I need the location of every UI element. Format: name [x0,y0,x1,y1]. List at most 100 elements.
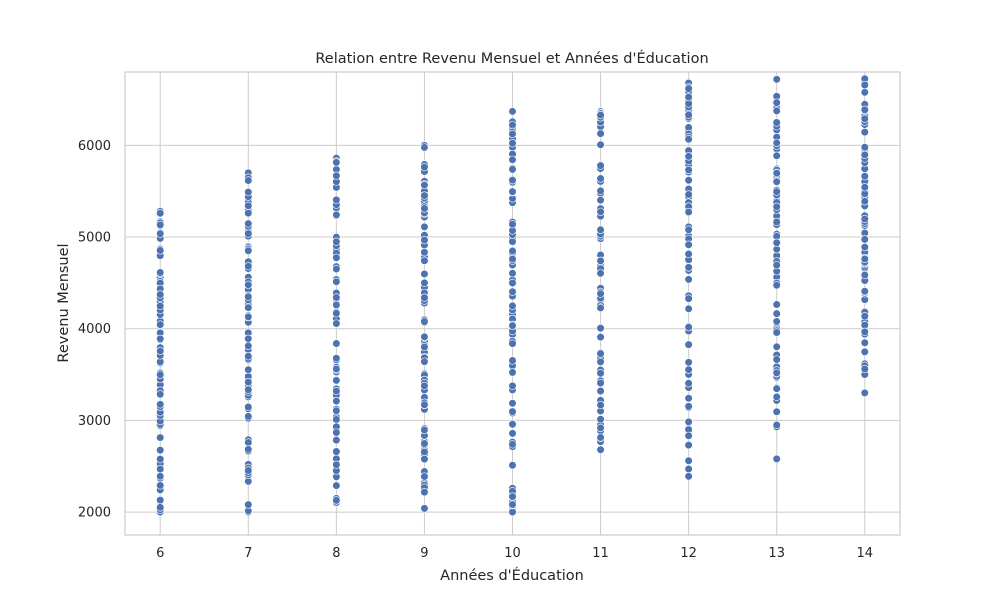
data-point [772,392,781,402]
data-point [332,460,341,469]
data-point [860,105,869,114]
data-point [244,209,253,218]
data-point [244,438,253,447]
data-point [860,235,869,244]
data-point [420,278,429,288]
data-point [332,481,341,490]
data-point [420,425,429,435]
x-tick-label: 14 [856,546,873,561]
data-point [772,202,781,211]
data-point [244,292,253,301]
data-point [332,387,341,396]
data-point [420,293,429,302]
data-point [596,445,605,454]
data-point [332,364,341,374]
data-point [156,503,165,512]
data-point [420,191,429,200]
data-point [508,492,517,501]
data-point [156,301,165,311]
data-point [772,384,781,393]
data-point [772,138,781,148]
data-point [772,75,781,84]
data-point [860,80,869,90]
data-point [244,500,253,509]
x-tick-labels: 6 7 8 9 10 11 12 13 14 [156,546,873,561]
x-axis-label: Années d'Éducation [440,567,584,584]
data-point [508,246,517,256]
data-point [772,187,781,196]
data-point [596,324,605,333]
data-point [156,481,165,490]
data-point [244,312,253,321]
data-point [244,201,253,210]
data-point [420,236,429,245]
data-point [244,466,253,475]
data-point [244,229,253,238]
data-point [860,254,869,264]
data-point [508,420,517,429]
data-point [156,346,165,356]
data-point [860,172,869,181]
data-point [596,415,605,424]
data-point [420,455,429,464]
data-point [420,143,429,152]
data-point [156,390,165,399]
data-point [596,110,605,120]
data-point [332,415,341,424]
data-point [332,436,341,445]
data-point [244,378,253,387]
data-point [684,294,693,303]
data-point [508,237,517,246]
data-point [244,303,253,312]
data-point [508,429,517,438]
data-point [244,219,253,228]
y-tick-labels: 2000 3000 4000 5000 6000 [78,139,111,521]
data-point [684,190,693,199]
data-point [508,278,517,288]
data-point [684,93,693,102]
data-point [420,488,429,497]
data-point [596,433,605,442]
data-point [772,368,781,378]
y-axis-label: Revenu Mensuel [56,243,72,362]
data-point [508,165,517,174]
data-point [508,176,517,185]
data-point [860,388,869,397]
data-point [244,385,253,394]
y-tick-label: 6000 [78,139,111,154]
data-point [684,135,693,144]
data-point [596,225,605,234]
data-point [156,370,165,379]
data-point [508,301,517,310]
data-point [772,309,781,318]
data-points [156,74,869,517]
data-point [244,334,253,343]
data-point [508,461,517,470]
data-point [244,187,253,197]
data-point [420,448,429,457]
data-point [860,243,869,252]
data-point [508,287,517,296]
data-point [684,176,693,185]
data-point [860,214,869,224]
data-point [508,500,517,509]
data-point [332,339,341,348]
data-point [244,262,253,271]
data-point [860,150,869,159]
data-point [420,180,429,190]
data-point [508,220,517,229]
data-point [684,152,693,161]
x-tick-label: 13 [768,546,785,561]
data-point [420,342,429,352]
data-point [596,196,605,205]
data-point [156,320,165,329]
data-point [772,238,781,247]
data-point [772,355,781,364]
data-point [156,334,165,343]
data-point [684,340,693,349]
data-point [508,381,517,391]
data-point [332,237,341,246]
data-point [332,447,341,456]
data-point [156,290,165,299]
chart-title: Relation entre Revenu Mensuel et Années … [315,50,708,67]
